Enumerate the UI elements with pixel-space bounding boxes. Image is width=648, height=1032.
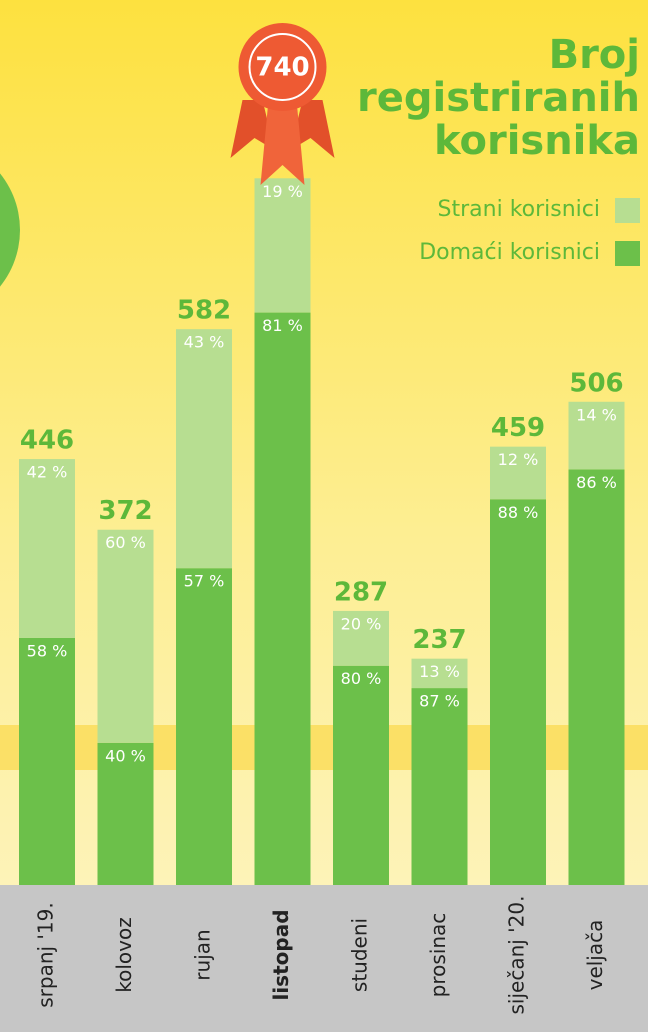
segment-label: 88 % <box>498 503 539 522</box>
x-tick-label: srpanj '19. <box>34 902 58 1008</box>
segment-label: 19 % <box>262 182 303 201</box>
segment-label: 42 % <box>27 463 68 482</box>
legend-swatch <box>615 241 640 266</box>
segment-label: 86 % <box>576 473 617 492</box>
total-label: 287 <box>334 577 388 607</box>
segment-label: 87 % <box>419 692 460 711</box>
total-label: 237 <box>412 625 466 655</box>
bar-segment <box>490 499 546 885</box>
x-tick-label: rujan <box>191 929 215 980</box>
segment-label: 80 % <box>341 669 382 688</box>
bar-segment <box>569 469 625 885</box>
segment-label: 81 % <box>262 316 303 335</box>
bar-segment <box>19 459 75 638</box>
label-band <box>0 885 648 1032</box>
legend-label: Strani korisnici <box>438 197 600 222</box>
skyline <box>0 725 648 770</box>
segment-label: 60 % <box>105 533 146 552</box>
bar-segment <box>98 530 154 743</box>
x-tick-label: prosinac <box>426 913 450 998</box>
segment-label: 20 % <box>341 614 382 633</box>
legend-label: Domaći korisnici <box>419 240 600 265</box>
x-tick-label: siječanj '20. <box>505 896 529 1015</box>
total-label: 459 <box>491 413 545 443</box>
bar-segment <box>255 313 311 885</box>
total-label: 372 <box>98 496 152 526</box>
bar-segment <box>333 666 389 885</box>
bar-segment <box>19 638 75 885</box>
total-label: 506 <box>569 368 623 398</box>
bar-segment <box>176 329 232 568</box>
bar-segment <box>176 568 232 885</box>
total-label: 740 <box>255 53 309 83</box>
total-label: 446 <box>20 426 74 456</box>
x-tick-label: listopad <box>269 909 293 1000</box>
segment-label: 40 % <box>105 746 146 765</box>
total-label: 582 <box>177 296 231 326</box>
bar-segment <box>412 688 468 885</box>
segment-label: 43 % <box>184 333 225 352</box>
infographic: 58 % 42 % 446 srpanj '19. 40 % 60 % 372 kolovoz… <box>0 0 648 1032</box>
x-tick-label: kolovoz <box>112 917 136 992</box>
segment-label: 12 % <box>498 450 539 469</box>
x-tick-label: studeni <box>348 918 372 992</box>
segment-label: 14 % <box>576 405 617 424</box>
legend-swatch <box>615 198 640 223</box>
x-tick-label: veljača <box>583 920 607 991</box>
segment-label: 57 % <box>184 572 225 591</box>
segment-label: 58 % <box>27 641 68 660</box>
segment-label: 13 % <box>419 662 460 681</box>
chart-title: Broj registriranih korisnika <box>340 34 640 163</box>
